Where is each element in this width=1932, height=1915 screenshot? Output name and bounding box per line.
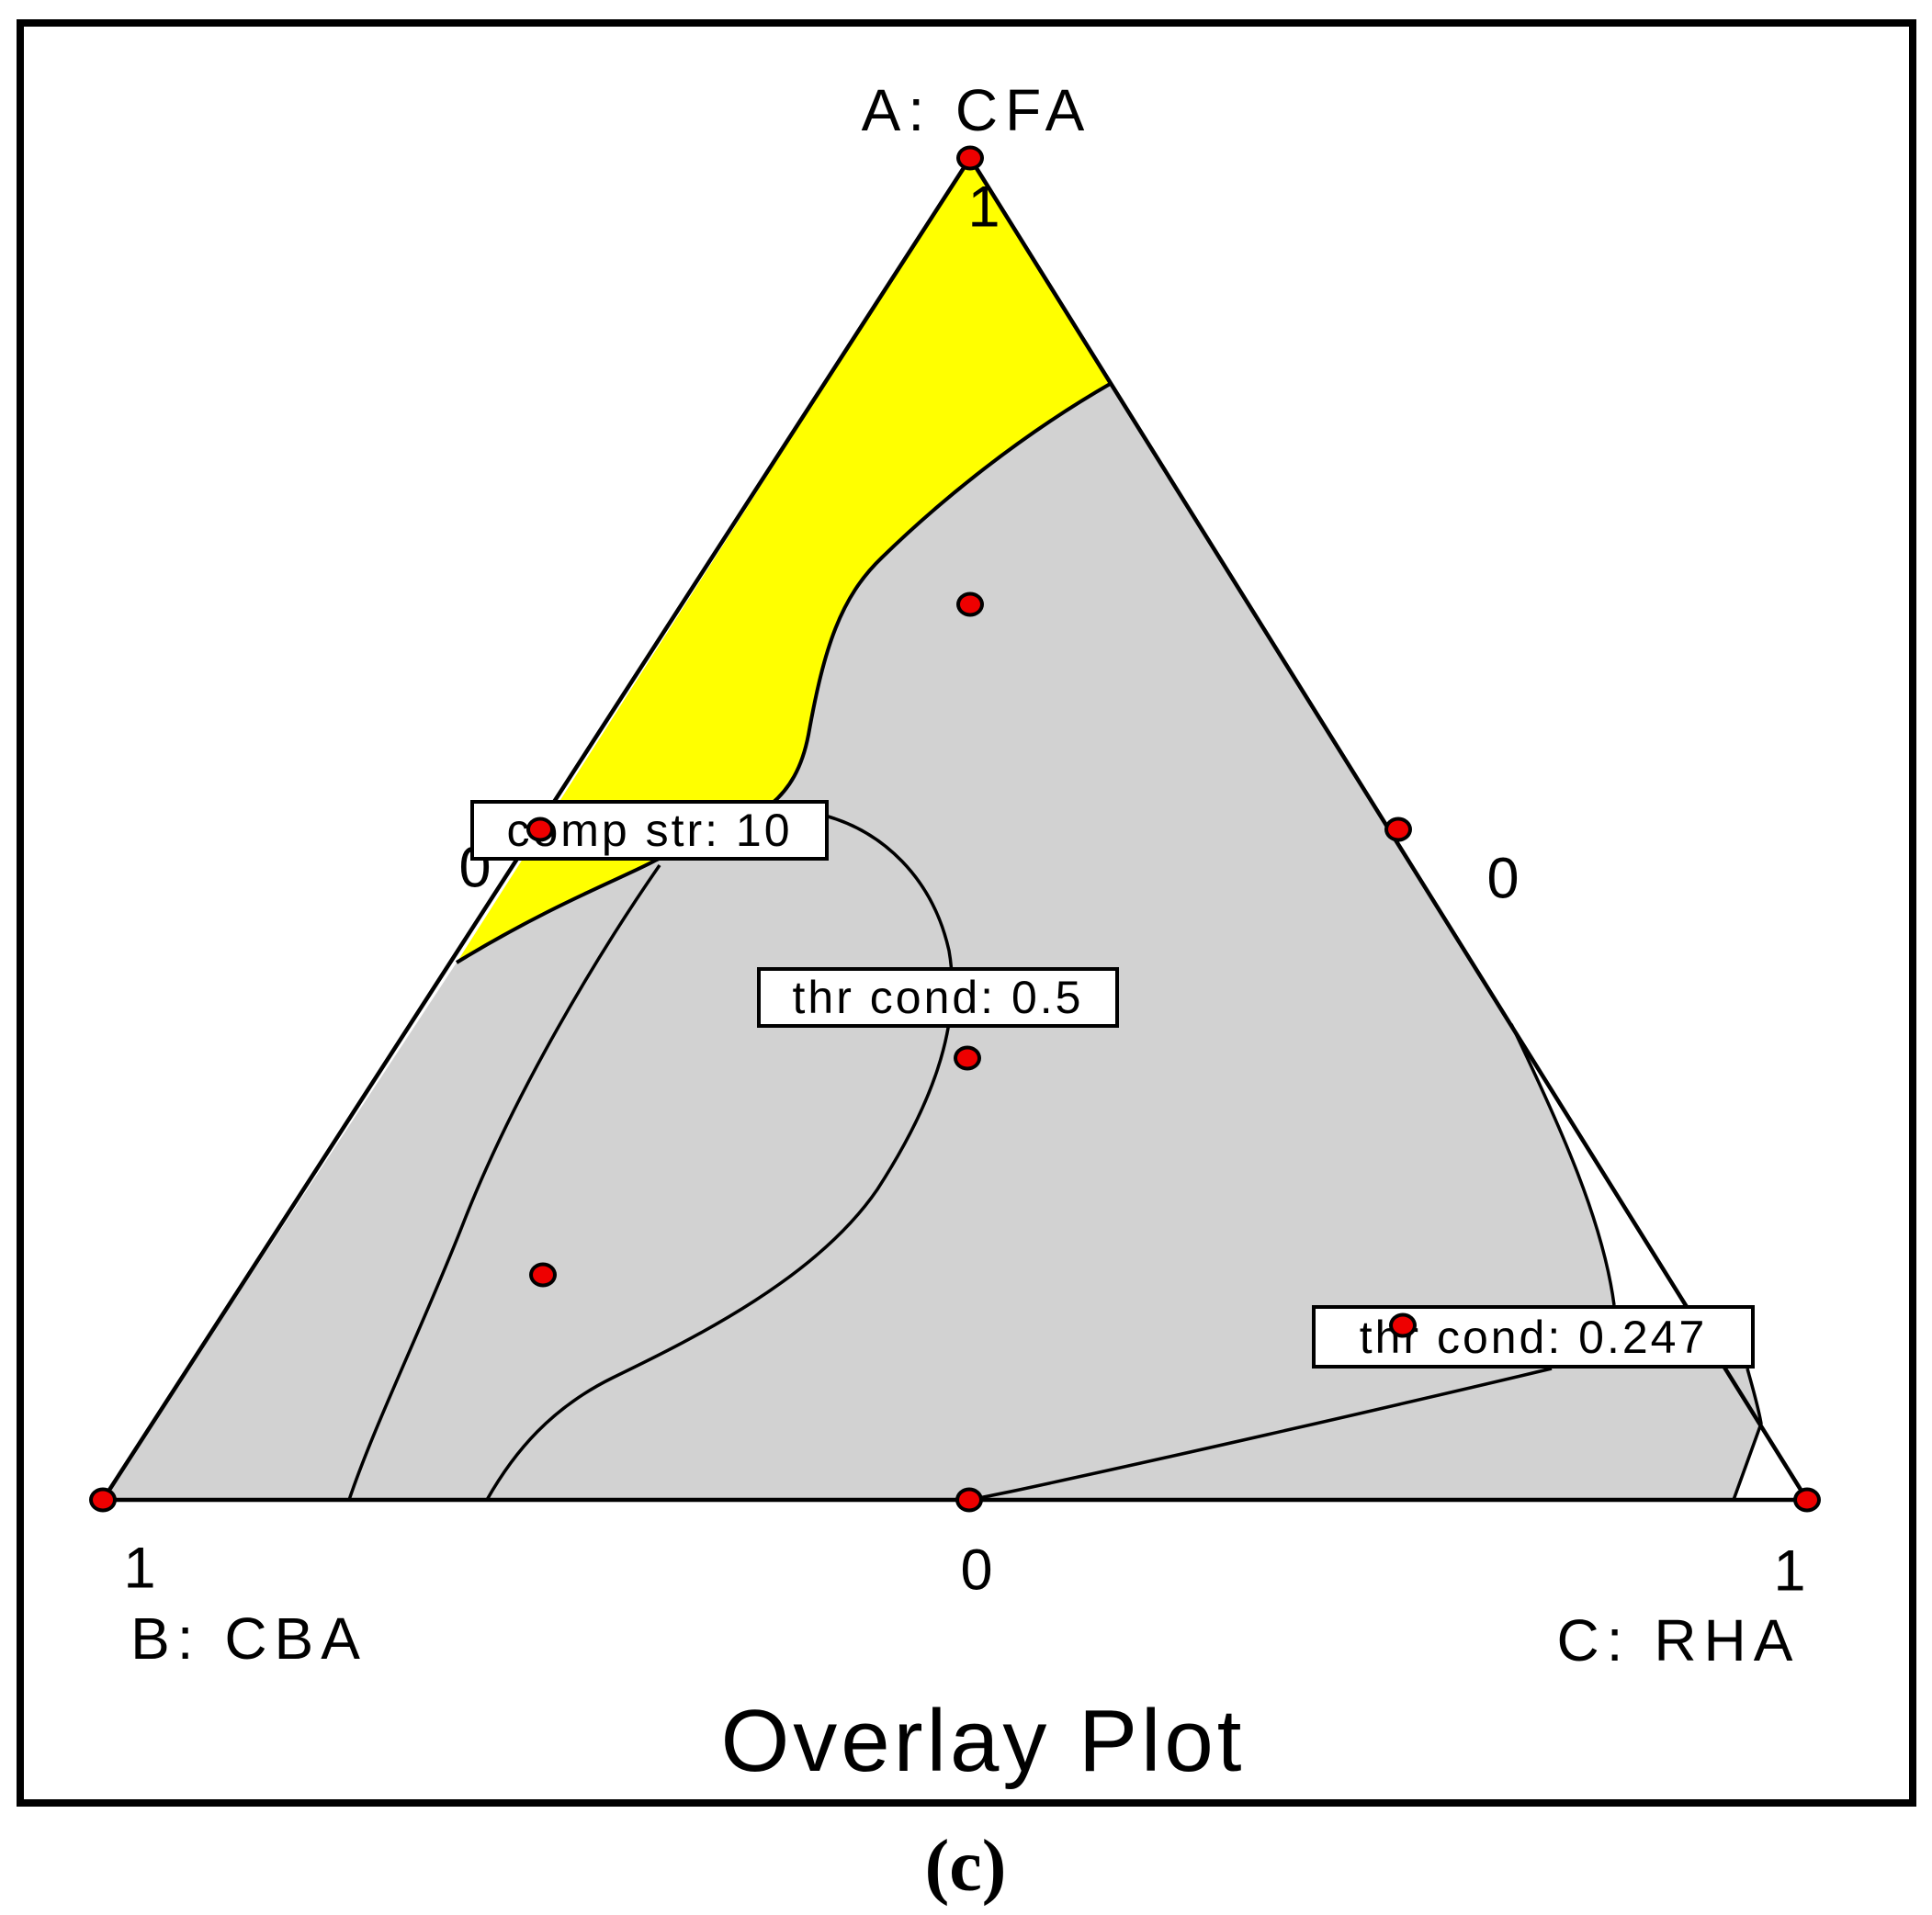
annotation-thr-cond-0247: thr cond: 0.247: [1312, 1305, 1755, 1369]
contour-left-branch: [347, 864, 661, 1501]
design-point: [955, 1487, 983, 1513]
design-point: [954, 1045, 981, 1071]
design-point: [956, 145, 984, 171]
shaded-region-gray: [103, 383, 1761, 1500]
contour-thr-cond-0247-diagonal: [968, 1367, 1553, 1502]
plot-frame: [17, 19, 1916, 1807]
annotation-thr-cond-05: thr cond: 0.5: [757, 967, 1119, 1028]
tick-b-one: 1: [123, 1536, 156, 1601]
contour-thr-cond-05: [485, 814, 954, 1501]
tick-a-one: 1: [967, 175, 1000, 240]
annotation-thr-cond-0247-text: thr cond: 0.247: [1359, 1311, 1708, 1363]
vertex-label-c: C: RHA: [1556, 1607, 1801, 1673]
vertex-label-b: B: CBA: [130, 1605, 367, 1672]
design-point: [89, 1487, 117, 1513]
tick-right-zero: 0: [1486, 846, 1520, 911]
design-point: [526, 817, 554, 842]
design-point: [1384, 817, 1412, 842]
annotation-thr-cond-05-text: thr cond: 0.5: [792, 972, 1084, 1023]
design-point: [1793, 1487, 1821, 1513]
figure-caption: (c): [924, 1826, 1007, 1907]
design-point: [956, 591, 984, 617]
tick-bottom-zero: 0: [960, 1538, 993, 1603]
contour-comp-str-10: [455, 381, 1113, 964]
vertex-label-a: A: CFA: [861, 77, 1092, 143]
annotation-comp-str: comp str: 10: [470, 800, 829, 861]
design-point: [1389, 1312, 1417, 1338]
design-point: [529, 1262, 557, 1288]
contour-thr-cond-0247-upper: [1509, 1023, 1616, 1306]
feasible-region-yellow: [457, 158, 1112, 963]
tick-c-one: 1: [1773, 1538, 1806, 1604]
plot-title: Overlay Plot: [720, 1692, 1246, 1790]
